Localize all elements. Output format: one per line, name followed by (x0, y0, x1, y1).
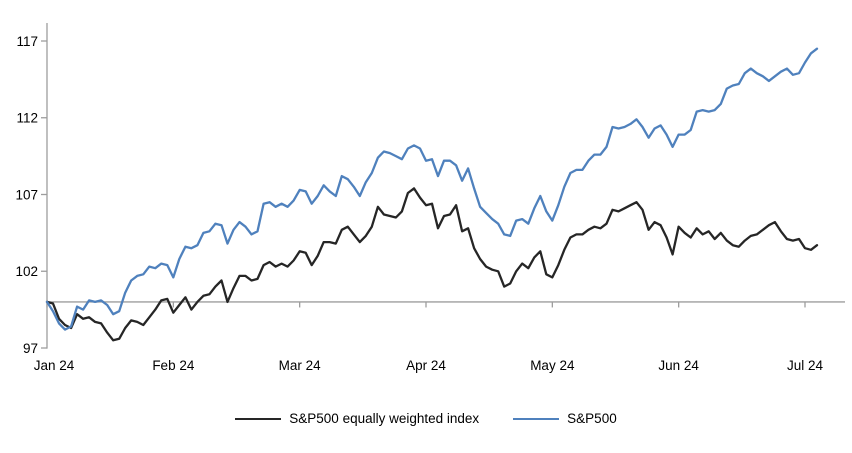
y-tick-label: 112 (16, 111, 38, 126)
x-tick-label: Mar 24 (279, 358, 322, 373)
line-chart-canvas: 97 102 107 112 117 Jan 24 Feb 24 Mar 24 Apr 24 Ma… (15, 23, 845, 373)
y-axis (41, 23, 48, 349)
y-tick-label: 102 (15, 264, 38, 279)
x-tick-label: May 24 (530, 358, 575, 373)
y-tick-label: 97 (23, 341, 38, 356)
legend-label-equal-weight: S&P500 equally weighted index (289, 411, 480, 426)
x-tick-labels: Jan 24 Feb 24 Mar 24 Apr 24 May 24 Jun 24 Jul … (34, 358, 824, 373)
y-tick-labels: 97 102 107 112 117 (15, 34, 38, 356)
equal-weight-line-swatch (235, 417, 282, 420)
x-tick-label: Feb 24 (152, 358, 195, 373)
y-tick-label: 117 (16, 34, 38, 49)
legend-item-sp500: S&P500 (513, 411, 617, 426)
series-line-sp500 (45, 47, 819, 331)
x-tick-label: Apr 24 (406, 358, 446, 373)
x-tick-label: Jan 24 (34, 358, 75, 373)
chart-legend: S&P500 equally weighted index S&P500 (0, 411, 852, 426)
baseline-100 (46, 301, 845, 308)
x-tick-label: Jun 24 (658, 358, 699, 373)
y-tick-label: 107 (15, 187, 38, 202)
legend-label-sp500: S&P500 (567, 411, 617, 426)
sp500-line-swatch (513, 417, 560, 420)
series-line-equal-weight (45, 187, 819, 342)
x-tick-label: Jul 24 (787, 358, 824, 373)
legend-item-equal-weight: S&P500 equally weighted index (235, 411, 479, 426)
